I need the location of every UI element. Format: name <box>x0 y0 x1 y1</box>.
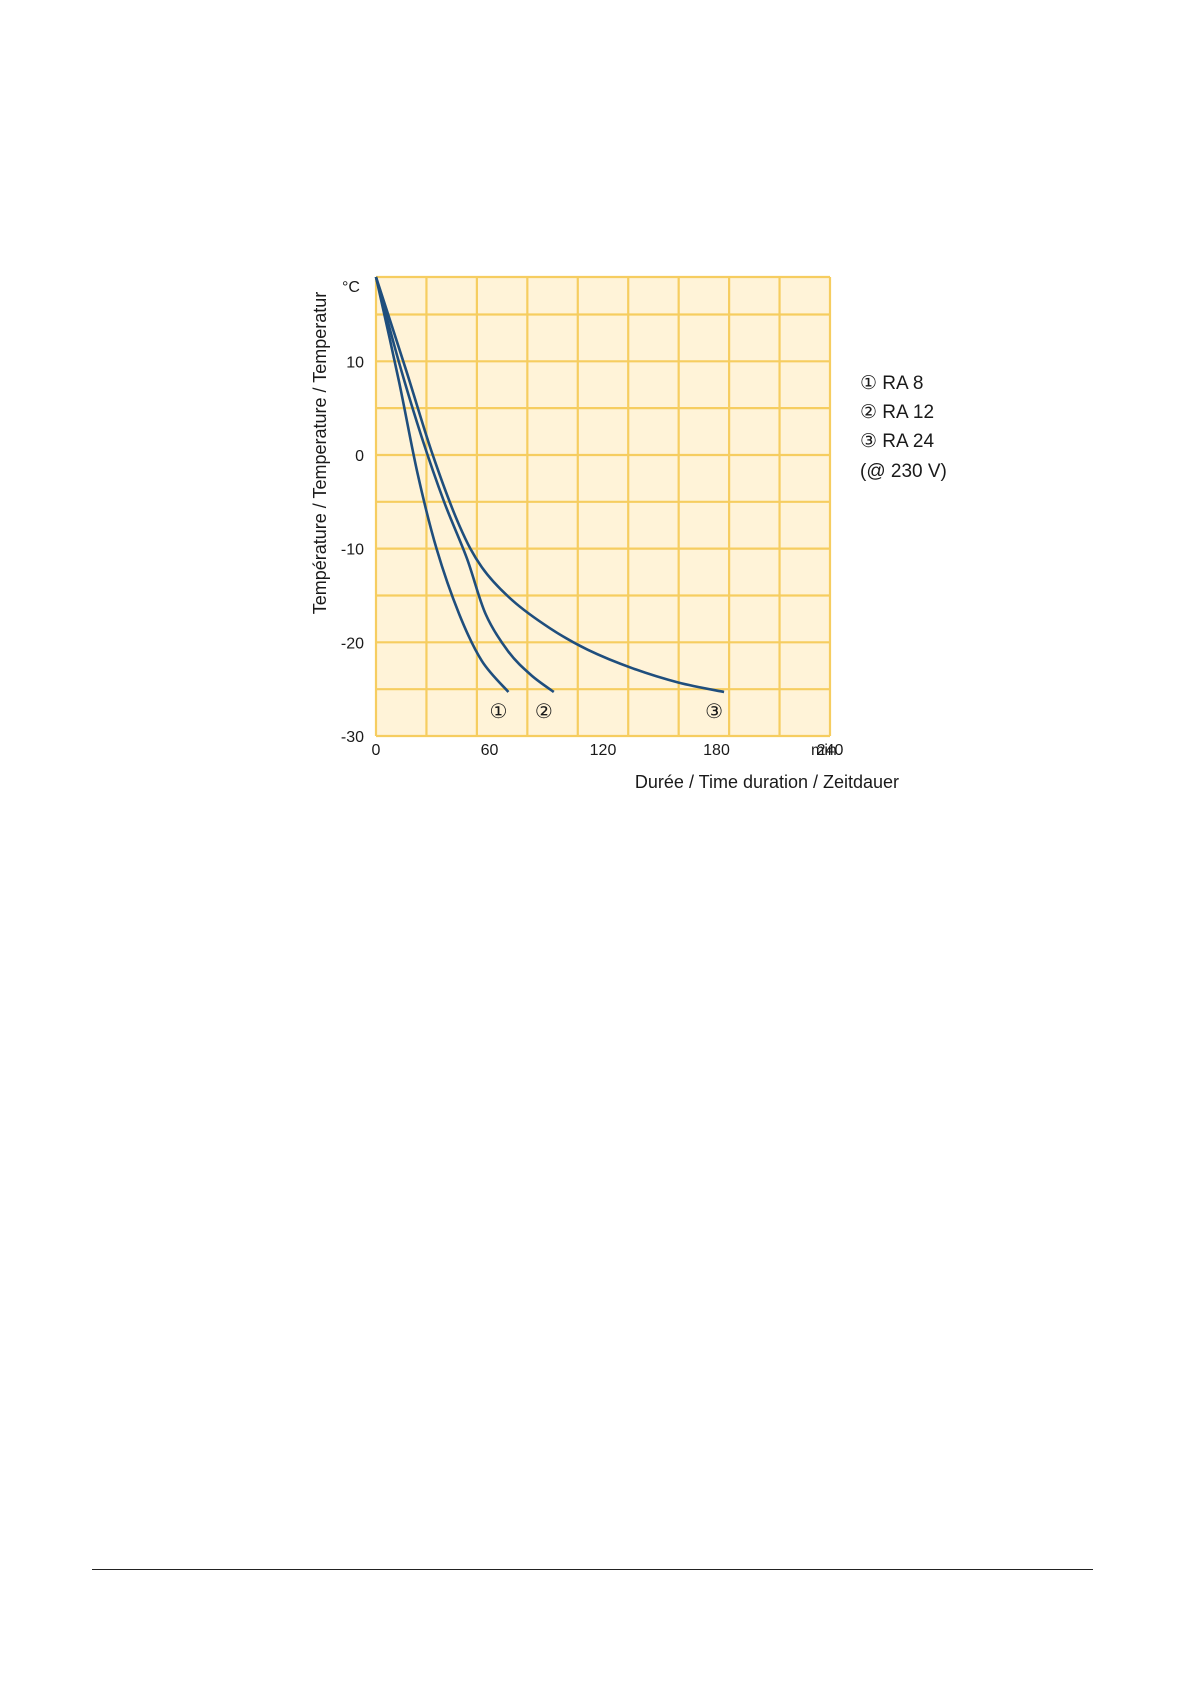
x-tick-label: 180 <box>703 742 730 759</box>
curve-end-marker: ③ <box>705 699 723 723</box>
legend-entry: ① RA 8 <box>860 373 924 394</box>
y-tick-label: -10 <box>341 542 364 559</box>
x-axis-unit: min <box>811 742 837 759</box>
x-tick-label: 0 <box>372 742 381 759</box>
y-axis-unit: °C <box>342 279 360 296</box>
series-line <box>374 276 510 693</box>
y-tick-label: 10 <box>346 354 364 371</box>
y-axis-title: Température / Temperature / Temperatur <box>310 292 330 615</box>
x-axis-ticks: 0 60 120 180 240 <box>372 742 844 759</box>
curve-markers: ① ② ③ <box>489 699 723 723</box>
y-axis-ticks: 10 0 -10 -20 -30 <box>341 354 364 746</box>
y-tick-label: 0 <box>355 448 364 465</box>
grid <box>374 275 832 738</box>
y-tick-label: -30 <box>341 729 364 746</box>
legend-note: (@ 230 V) <box>860 461 947 482</box>
legend: ① RA 8 ② RA 12 ③ RA 24 <box>860 373 935 452</box>
series-line <box>374 276 555 694</box>
curve-end-marker: ② <box>535 699 553 723</box>
x-axis-title: Durée / Time duration / Zeitdauer <box>635 772 899 792</box>
curves <box>374 276 725 694</box>
y-tick-label: -20 <box>341 635 364 652</box>
plot-background <box>376 277 830 736</box>
series-line <box>374 276 725 694</box>
footer-rule <box>92 1569 1093 1570</box>
legend-entry: ③ RA 24 <box>860 431 935 452</box>
x-tick-label: 240 <box>817 742 844 759</box>
curve-end-marker: ① <box>489 699 507 723</box>
x-tick-label: 60 <box>481 742 499 759</box>
legend-entry: ② RA 12 <box>860 402 934 423</box>
x-tick-label: 120 <box>590 742 617 759</box>
